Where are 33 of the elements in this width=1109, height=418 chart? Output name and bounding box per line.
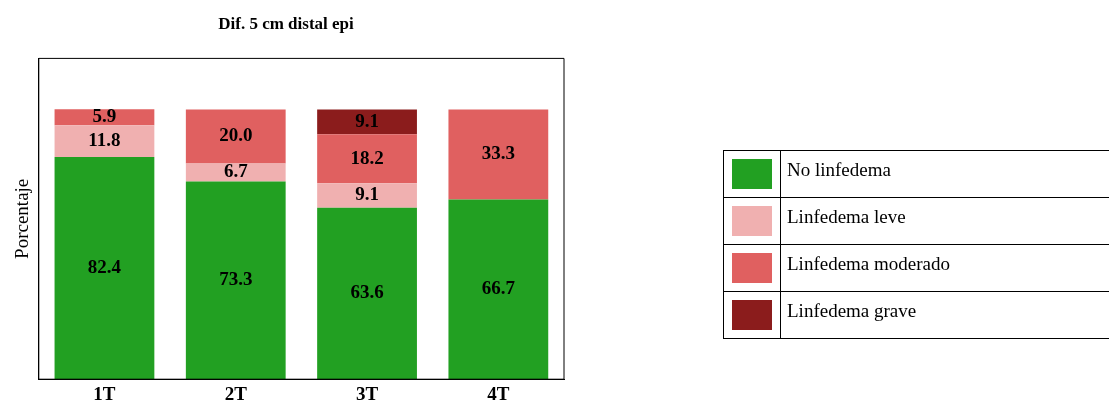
data-label: 33.3 [481,142,515,164]
legend-label: Linfedema leve [787,206,906,227]
data-label: 5.9 [92,105,117,127]
data-label: 6.7 [223,160,249,182]
legend-label: No linfedema [787,159,891,180]
data-label: 20.0 [219,124,253,146]
data-label: 11.8 [88,129,121,151]
bar [185,181,286,380]
data-label: 82.4 [87,256,122,278]
x-tick-label: 3T [355,382,379,404]
chart-title: Dif. 5 cm distal epi [218,13,355,33]
data-label: 18.2 [350,146,384,168]
x-tick-label: 2T [224,382,248,404]
bar [448,109,549,200]
y-axis-title: Porcentaje [11,178,33,259]
data-label: 9.1 [355,183,379,205]
bar [185,163,286,182]
data-label: 63.6 [350,281,384,303]
bar [54,157,155,380]
data-label: 66.7 [481,277,516,299]
x-tick-label: 1T [93,382,116,404]
bar [317,183,417,208]
bar [317,109,417,135]
bar [185,109,286,164]
bar [448,199,549,380]
x-tick-label: 4T [487,382,510,404]
legend-label: Linfedema grave [787,300,917,321]
bar [54,125,155,158]
data-label: 9.1 [355,109,379,131]
bar [317,207,417,380]
bar [317,134,417,184]
data-label: 73.3 [219,268,253,290]
legend-label: Linfedema moderado [787,253,951,274]
